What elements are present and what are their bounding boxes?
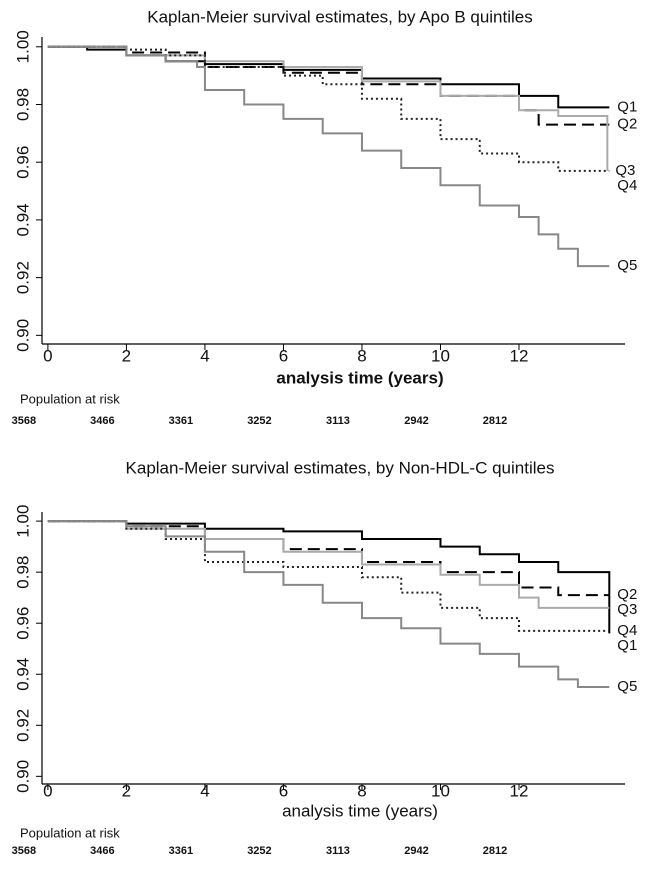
survival-curve	[47, 45, 610, 172]
survival-curve	[47, 520, 610, 609]
survival-curve	[47, 45, 609, 171]
risk-count: 3466	[90, 415, 114, 427]
y-tick-label: 0.94	[13, 658, 32, 691]
y-tick-label: 0.94	[13, 203, 32, 236]
risk-label: Population at risk	[20, 825, 120, 840]
series-label: Q4	[617, 622, 637, 639]
series-label: Q5	[617, 257, 637, 274]
x-tick-label: 10	[431, 346, 450, 365]
x-tick-label: 10	[431, 781, 450, 800]
x-tick-label: 0	[43, 346, 52, 365]
risk-label: Population at risk	[20, 391, 120, 406]
risk-count: 2942	[404, 845, 428, 857]
series-label: Q5	[617, 678, 637, 695]
x-tick-label: 8	[357, 346, 366, 365]
survival-curve	[47, 45, 610, 126]
risk-count: 2942	[404, 415, 428, 427]
series-label: Q2	[617, 116, 637, 133]
chart-title: Kaplan-Meier survival estimates, by Non-…	[126, 458, 555, 477]
risk-count: 3252	[247, 415, 271, 427]
survival-curve	[47, 520, 610, 632]
x-tick-label: 4	[200, 346, 209, 365]
risk-count: 3361	[169, 845, 193, 857]
y-tick-label: 0.96	[13, 607, 32, 640]
risk-count: 2812	[483, 415, 507, 427]
y-tick-label: 0.90	[13, 760, 32, 793]
y-tick-label: 0.92	[13, 261, 32, 294]
y-tick-label: 0.92	[13, 709, 32, 742]
risk-count: 3252	[247, 845, 271, 857]
x-tick-label: 6	[279, 781, 288, 800]
x-tick-label: 2	[122, 781, 131, 800]
risk-count: 3113	[326, 845, 350, 857]
y-tick-label: 0.96	[13, 146, 32, 179]
series-label: Q1	[617, 98, 637, 115]
x-tick-label: 12	[510, 781, 529, 800]
risk-count: 3113	[326, 415, 350, 427]
survival-curve	[47, 520, 611, 634]
series-label: Q3	[615, 162, 635, 179]
y-tick-label: 1.00	[13, 30, 32, 63]
survival-curve	[47, 45, 610, 268]
series-label: Q4	[617, 177, 637, 194]
x-axis-label: analysis time (years)	[276, 368, 443, 387]
chart-title: Kaplan-Meier survival estimates, by Apo …	[147, 7, 533, 26]
x-tick-label: 0	[43, 781, 52, 800]
x-tick-label: 12	[510, 346, 529, 365]
risk-count: 3361	[169, 415, 193, 427]
y-tick-label: 1.00	[13, 505, 32, 538]
series-label: Q3	[617, 601, 637, 618]
y-tick-label: 0.98	[13, 556, 32, 589]
series-label: Q1	[617, 637, 637, 654]
risk-count: 2812	[483, 845, 507, 857]
survival-curve	[47, 520, 610, 689]
risk-count: 3568	[12, 845, 36, 857]
y-tick-label: 0.90	[13, 319, 32, 352]
series-label: Q2	[617, 586, 637, 603]
risk-count: 3466	[90, 845, 114, 857]
y-tick-label: 0.98	[13, 88, 32, 121]
x-tick-label: 6	[279, 346, 288, 365]
x-axis-label: analysis time (years)	[282, 801, 438, 820]
x-tick-label: 4	[200, 781, 209, 800]
risk-count: 3568	[12, 415, 36, 427]
x-tick-label: 8	[357, 781, 366, 800]
x-tick-label: 2	[122, 346, 131, 365]
